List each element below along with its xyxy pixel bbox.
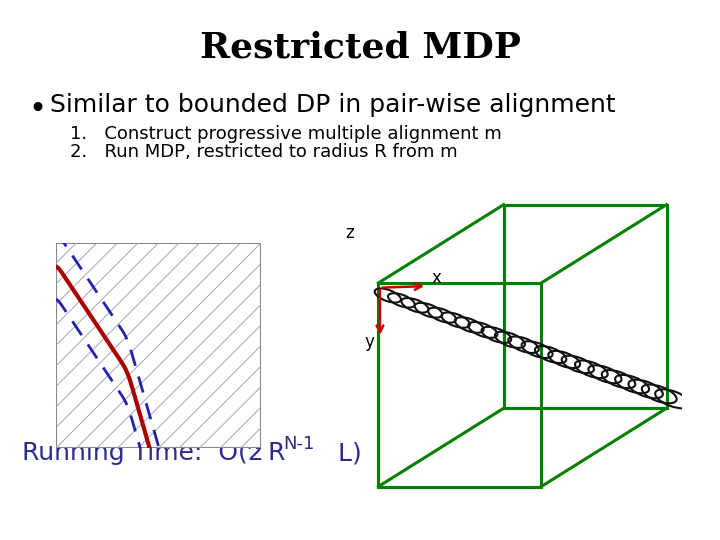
Text: 2.   Run MDP, restricted to radius R from m: 2. Run MDP, restricted to radius R from … xyxy=(70,143,458,161)
Text: z: z xyxy=(346,224,354,241)
Text: N-1: N-1 xyxy=(283,435,315,453)
Text: Running Time:  O(2: Running Time: O(2 xyxy=(22,441,264,465)
Text: Restricted MDP: Restricted MDP xyxy=(199,30,521,64)
Text: 1.   Construct progressive multiple alignment m: 1. Construct progressive multiple alignm… xyxy=(70,125,502,143)
Text: •: • xyxy=(28,95,46,124)
Text: Similar to bounded DP in pair-wise alignment: Similar to bounded DP in pair-wise align… xyxy=(50,93,616,117)
Text: R: R xyxy=(260,441,285,465)
Text: x: x xyxy=(432,269,441,287)
Text: y: y xyxy=(364,333,374,351)
Text: N: N xyxy=(246,435,259,453)
Text: L): L) xyxy=(330,441,361,465)
